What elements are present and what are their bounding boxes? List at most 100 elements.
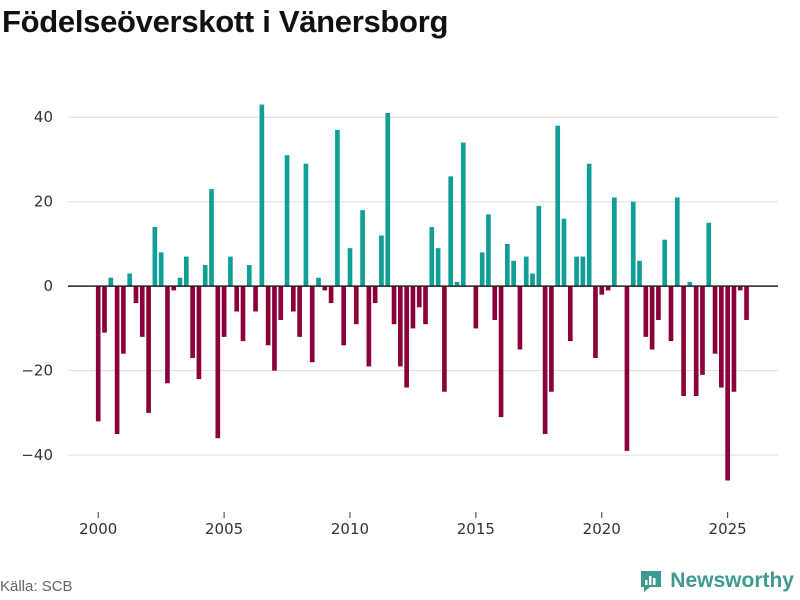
bar: [561, 218, 567, 287]
bar: [139, 286, 145, 337]
bar: [202, 265, 208, 287]
bar: [725, 286, 730, 481]
bar: [372, 286, 378, 304]
bar: [215, 286, 221, 439]
bar: [536, 205, 542, 287]
brand-name: Newsworthy: [670, 569, 794, 592]
bar: [593, 286, 598, 358]
bar: [567, 286, 573, 342]
bar: [259, 104, 265, 287]
bar: [473, 286, 479, 329]
x-tick-label: 2020: [583, 520, 621, 538]
bar: [410, 286, 416, 329]
bar: [177, 277, 183, 287]
bar: [335, 129, 340, 287]
bar: [240, 286, 246, 342]
bar: [662, 239, 668, 287]
bar: [555, 125, 561, 287]
bar: [102, 286, 107, 333]
bar: [265, 286, 271, 346]
bar: [517, 286, 523, 350]
bar: [416, 286, 422, 308]
bar: [309, 286, 315, 363]
bar: [360, 210, 365, 287]
y-tick-label: −20: [21, 362, 53, 380]
bar: [693, 286, 699, 396]
bar: [744, 286, 749, 320]
bar: [612, 197, 617, 287]
bar: [108, 277, 114, 287]
bar: [184, 256, 189, 287]
bar: [246, 265, 252, 287]
bar: [278, 286, 284, 320]
bar: [712, 286, 718, 354]
bar: [291, 286, 296, 312]
bar: [435, 248, 441, 287]
bar: [114, 286, 120, 434]
bar: [687, 281, 693, 287]
x-tick-label: 2005: [205, 520, 243, 538]
bar: [146, 286, 151, 413]
gridlines: [68, 116, 778, 456]
bar: [580, 256, 586, 287]
bar: [542, 286, 548, 434]
y-tick-label: 20: [34, 193, 53, 211]
bar: [737, 286, 743, 291]
bar: [385, 113, 391, 287]
bar: [347, 248, 353, 287]
bar: [341, 286, 347, 346]
bar: [643, 286, 649, 337]
bar: [700, 286, 705, 375]
bars: [95, 104, 749, 481]
bar: [209, 189, 214, 287]
bar: [391, 286, 397, 325]
bar: [171, 286, 177, 291]
bar: [133, 286, 139, 304]
bar: [523, 256, 529, 287]
bar: [498, 286, 504, 418]
bar: [322, 286, 328, 291]
bar: [95, 286, 101, 422]
bar-chart: −40 −20 0 20 40 2000 2005 2010 2015 2020 2025: [21, 104, 778, 538]
bar: [297, 286, 302, 337]
bar: [486, 214, 491, 287]
y-tick-label: 40: [34, 108, 53, 126]
y-axis-ticks: −40 −20 0 20 40: [21, 108, 53, 464]
bar: [492, 286, 498, 320]
bar: [681, 286, 686, 396]
newsworthy-logo-icon: [641, 571, 662, 592]
bar: [152, 227, 158, 287]
bar: [649, 286, 655, 350]
bar: [656, 286, 661, 320]
x-tick-label: 2015: [457, 520, 495, 538]
bar: [158, 252, 164, 287]
bar: [624, 286, 630, 451]
bar: [706, 222, 712, 287]
bar: [234, 286, 240, 312]
bar: [127, 273, 133, 287]
bar: [630, 201, 636, 287]
bar: [404, 286, 409, 388]
x-axis-ticks: 2000 2005 2010 2015 2020 2025: [79, 512, 747, 538]
bar: [221, 286, 227, 337]
bar: [574, 256, 579, 287]
bar: [719, 286, 724, 388]
bar: [460, 142, 466, 287]
bar: [505, 243, 510, 287]
bar: [599, 286, 605, 295]
brand-logo: Newsworthy: [638, 568, 794, 594]
bar: [530, 273, 535, 287]
bar: [549, 286, 554, 392]
bar: [190, 286, 195, 358]
bar: [366, 286, 372, 367]
bar: [674, 197, 680, 287]
chart-title: Födelseöverskott i Vänersborg: [2, 4, 449, 39]
bar: [668, 286, 674, 342]
bar: [165, 286, 170, 384]
bar: [429, 227, 435, 287]
bar: [605, 286, 611, 291]
y-tick-label: −40: [21, 446, 53, 464]
bar: [423, 286, 428, 325]
bar: [196, 286, 202, 380]
x-tick-label: 2010: [331, 520, 369, 538]
